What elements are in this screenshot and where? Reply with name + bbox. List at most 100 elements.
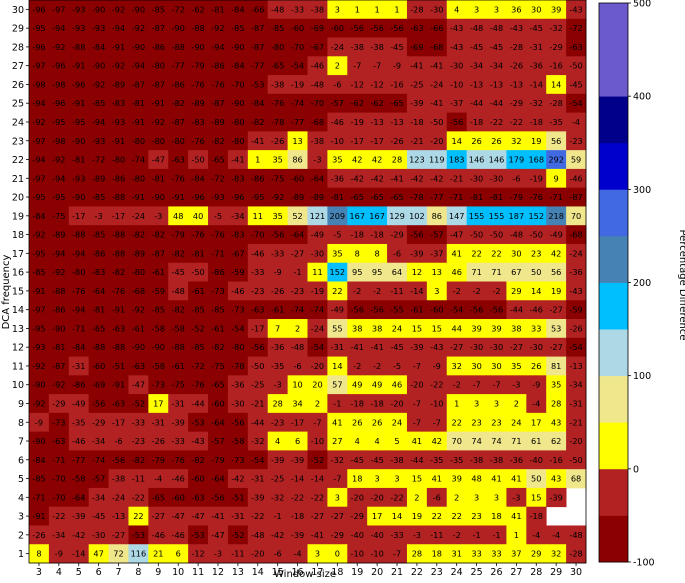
heatmap-cell (108, 319, 129, 339)
cell-value-label: 68 (571, 474, 581, 484)
cell-value-label: -7 (433, 417, 441, 427)
cell-value-label: 22 (491, 248, 501, 258)
cell-value-label: -84 (92, 42, 105, 52)
cell-value-label: -82 (132, 455, 145, 465)
colorbar-tick-label: 300 (633, 185, 651, 196)
cell-value-label: -68 (132, 286, 145, 296)
heatmap-cell (247, 225, 269, 245)
heatmap-cell (506, 168, 527, 189)
heatmap-cell (287, 18, 308, 38)
heatmap-cell (148, 168, 169, 189)
heatmap-cell (347, 262, 368, 282)
cell-value-label: -36 (530, 61, 543, 71)
cell-value-label: -65 (211, 380, 224, 390)
cell-value-label: -89 (191, 98, 204, 108)
heatmap-cell (566, 225, 587, 245)
cell-value-label: -28 (549, 98, 562, 108)
heatmap-cell (88, 37, 109, 57)
cell-value-label: -79 (191, 61, 204, 71)
cell-value-label: -39 (72, 511, 85, 521)
heatmap-cell (247, 337, 269, 357)
cell-value-label: 18 (352, 474, 362, 484)
heatmap-cell (406, 356, 428, 376)
cell-value-label: -29 (351, 511, 364, 521)
heatmap-cell (287, 206, 308, 226)
cell-value-label: 155 (489, 211, 505, 221)
heatmap-cell (48, 18, 70, 38)
cell-value-label: -84 (231, 61, 244, 71)
heatmap-cell (387, 18, 408, 38)
heatmap-cell (188, 56, 209, 76)
heatmap-cell (88, 281, 109, 301)
heatmap-cell (128, 356, 149, 376)
cell-value-label: -60 (331, 23, 344, 33)
cell-value-label: 155 (469, 211, 485, 221)
cell-value-label: -24 (112, 492, 125, 502)
cell-value-label: -64 (72, 492, 85, 502)
heatmap-cell (168, 262, 189, 282)
cell-value-label: -46 (569, 173, 582, 183)
cell-value-label: -30 (450, 61, 463, 71)
cell-value-label: -82 (172, 98, 185, 108)
cell-value-label: -82 (112, 267, 125, 277)
cell-value-label: 48 (173, 211, 183, 221)
heatmap-cell (168, 131, 189, 151)
cell-value-label: -46 (331, 117, 344, 127)
heatmap-cell (48, 150, 70, 170)
heatmap-cell (48, 112, 70, 132)
heatmap-cell (108, 187, 129, 207)
cell-value-label: -66 (430, 23, 443, 33)
cell-value-label: -60 (172, 492, 185, 502)
heatmap-cell (148, 37, 169, 57)
heatmap-cell (29, 93, 50, 113)
cell-value-label: -76 (211, 79, 224, 89)
heatmap-cell (148, 337, 169, 357)
cell-value-label: 13 (432, 267, 442, 277)
cell-value-label: -83 (231, 230, 244, 240)
heatmap-cell (426, 75, 448, 95)
heatmap-cell (68, 0, 90, 20)
heatmap-cell (68, 150, 90, 170)
cell-value-label: -78 (231, 361, 244, 371)
cell-value-label: -31 (569, 398, 582, 408)
heatmap-cell (307, 337, 328, 357)
heatmap-cell (307, 281, 328, 301)
heatmap-cell (188, 168, 209, 189)
heatmap-cell (128, 206, 149, 226)
cell-value-label: -28 (410, 4, 423, 14)
cell-value-label: -56 (231, 417, 244, 427)
cell-value-label: -54 (569, 98, 582, 108)
heatmap-cell (48, 225, 70, 245)
heatmap-cell (506, 56, 527, 76)
cell-value-label: -31 (152, 417, 165, 427)
y-tick-label: 12 (12, 343, 24, 354)
cell-value-label: -54 (450, 305, 463, 315)
cell-value-label: -83 (231, 173, 244, 183)
cell-value-label: -92 (112, 4, 125, 14)
cell-value-label: -60 (291, 23, 304, 33)
cell-value-label: 22 (133, 511, 143, 521)
heatmap-cell (466, 131, 487, 151)
cell-value-label: -13 (490, 79, 503, 89)
heatmap-cell (426, 356, 448, 376)
heatmap-cell (29, 112, 50, 132)
cell-value-label: 102 (409, 211, 425, 221)
cell-value-label: -46 (231, 286, 244, 296)
heatmap-cell (267, 168, 288, 189)
cell-value-label: -54 (291, 61, 304, 71)
cell-value-label: -64 (211, 417, 224, 427)
cell-value-label: -2 (353, 286, 361, 296)
cell-value-label: -70 (231, 79, 244, 89)
cell-value-label: -3 (95, 211, 103, 221)
heatmap-cell (148, 206, 169, 226)
heatmap-cell (108, 37, 129, 57)
heatmap-cell (466, 281, 487, 301)
heatmap-cell (446, 131, 468, 151)
cell-value-label: -13 (470, 79, 483, 89)
cell-value-label: -57 (92, 474, 105, 484)
heatmap-cell (267, 206, 288, 226)
cell-value-label: 70 (451, 436, 461, 446)
cell-value-label: -2 (373, 361, 381, 371)
heatmap-cell (446, 37, 468, 57)
heatmap-cell (208, 262, 229, 282)
